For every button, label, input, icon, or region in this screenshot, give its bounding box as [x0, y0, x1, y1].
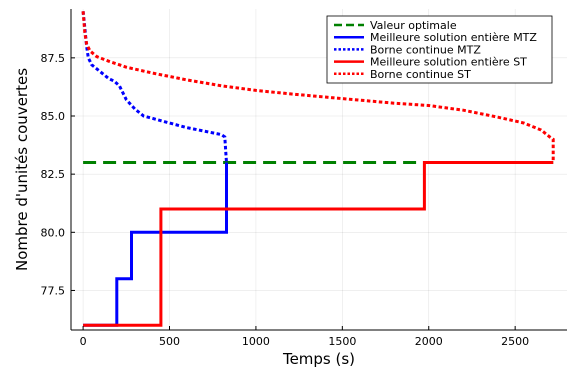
legend-label-3: Meilleure solution entière ST — [370, 56, 527, 69]
x-tick-label: 0 — [80, 335, 87, 348]
x-tick-label: 1000 — [242, 335, 270, 348]
x-axis-label: Temps (s) — [282, 350, 355, 368]
series-line-2 — [81, 11, 228, 163]
x-tick-label: 2000 — [415, 335, 443, 348]
y-tick-label: 80.0 — [41, 226, 66, 239]
legend-label-1: Meilleure solution entière MTZ — [370, 31, 537, 44]
legend-label-0: Valeur optimale — [370, 19, 457, 32]
series-line-3 — [83, 161, 554, 327]
y-axis-label: Nombre d'unités couvertes — [13, 68, 31, 271]
axes — [70, 9, 567, 331]
legend-box — [326, 15, 553, 84]
tick-labels: 0 500 1000 1500 2000 2500 77.5 80.0 82.5 85.0 87.5 — [41, 52, 530, 348]
legend-label-2: Borne continue MTZ — [370, 43, 481, 56]
y-tick-label: 82.5 — [41, 168, 66, 181]
series-layer — [81, 11, 555, 327]
x-tick-label: 500 — [159, 335, 180, 348]
series-line-4 — [81, 11, 555, 163]
legend-label-4: Borne continue ST — [370, 68, 471, 81]
y-tick-label: 85.0 — [41, 110, 66, 123]
x-tick-label: 2500 — [501, 335, 529, 348]
y-tick-label: 87.5 — [41, 52, 66, 65]
series-line-1 — [83, 162, 228, 327]
y-tick-label: 77.5 — [41, 284, 66, 297]
x-tick-label: 1500 — [328, 335, 356, 348]
